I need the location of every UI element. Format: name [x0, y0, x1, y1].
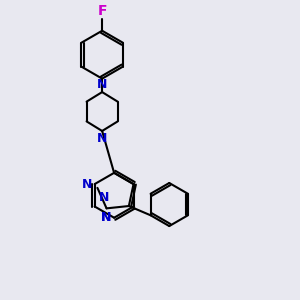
Text: N: N: [97, 133, 107, 146]
Text: N: N: [97, 78, 107, 91]
Text: N: N: [82, 178, 92, 190]
Text: F: F: [98, 4, 107, 18]
Text: N: N: [101, 211, 112, 224]
Text: N: N: [99, 191, 109, 204]
Text: N: N: [101, 212, 112, 224]
